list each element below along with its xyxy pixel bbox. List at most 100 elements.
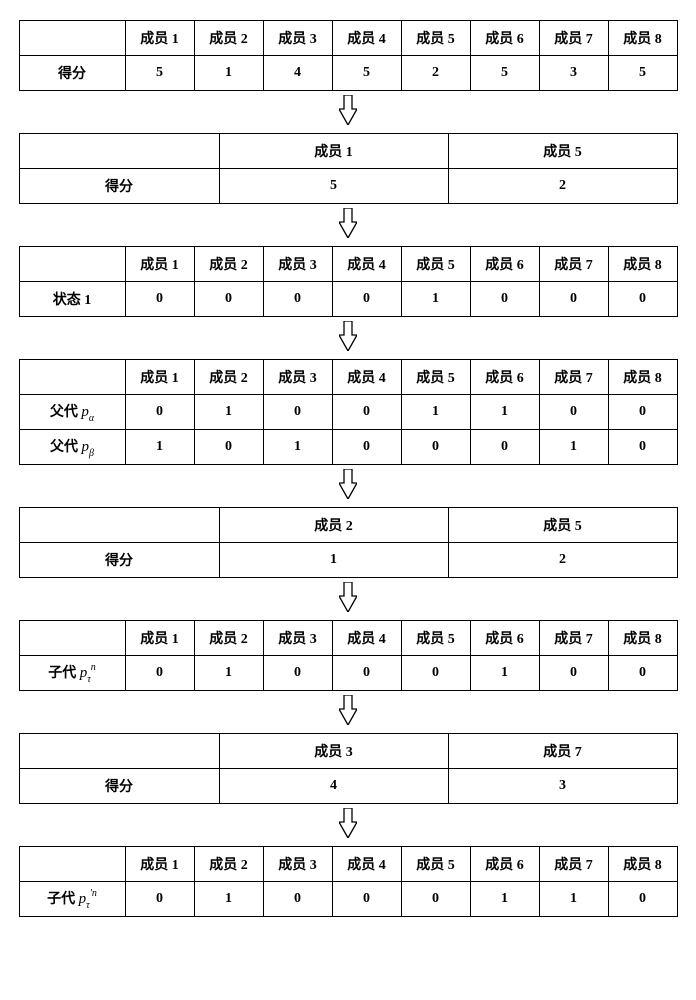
cell: 0 <box>125 882 194 917</box>
col-member-3: 成员 3 <box>263 621 332 656</box>
down-arrow-icon <box>339 95 357 125</box>
col-member-4: 成员 4 <box>332 621 401 656</box>
col-member-5: 成员 5 <box>401 621 470 656</box>
col-member-7: 成员 7 <box>448 734 677 769</box>
cell: 0 <box>332 656 401 691</box>
col-member-1: 成员 1 <box>125 247 194 282</box>
score-row: 得分 4 3 <box>19 769 677 804</box>
row-label-child-tau-n: 子代 pτn <box>19 656 125 691</box>
header-row: 成员 1 成员 2 成员 3 成员 4 成员 5 成员 6 成员 7 成员 8 <box>19 21 677 56</box>
col-member-5: 成员 5 <box>401 360 470 395</box>
col-member-2: 成员 2 <box>194 847 263 882</box>
col-member-6: 成员 6 <box>470 247 539 282</box>
flow-diagram: 成员 1 成员 2 成员 3 成员 4 成员 5 成员 6 成员 7 成员 8 … <box>0 0 696 1000</box>
col-member-1: 成员 1 <box>125 360 194 395</box>
row-label-state1: 状态 1 <box>19 282 125 317</box>
col-member-4: 成员 4 <box>332 247 401 282</box>
cell: 1 <box>219 543 448 578</box>
cell: 0 <box>401 882 470 917</box>
cell: 5 <box>332 56 401 91</box>
cell: 0 <box>263 395 332 430</box>
cell: 0 <box>401 656 470 691</box>
col-member-6: 成员 6 <box>470 621 539 656</box>
col-member-8: 成员 8 <box>608 247 677 282</box>
cell: 4 <box>263 56 332 91</box>
header-row: 成员 1 成员 2 成员 3 成员 4 成员 5 成员 6 成员 7 成员 8 <box>19 360 677 395</box>
cell: 1 <box>401 282 470 317</box>
arrow-3 <box>339 321 357 355</box>
header-row: 成员 1 成员 2 成员 3 成员 4 成员 5 成员 6 成员 7 成员 8 <box>19 621 677 656</box>
down-arrow-icon <box>339 321 357 351</box>
table-step8-child-prime: 成员 1 成员 2 成员 3 成员 4 成员 5 成员 6 成员 7 成员 8 … <box>19 846 678 917</box>
cell: 0 <box>125 282 194 317</box>
col-member-8: 成员 8 <box>608 21 677 56</box>
col-member-3: 成员 3 <box>263 847 332 882</box>
cell: 5 <box>219 169 448 204</box>
cell: 0 <box>539 282 608 317</box>
cell: 0 <box>125 395 194 430</box>
col-member-7: 成员 7 <box>539 847 608 882</box>
parent-beta-row: 父代 pβ 1 0 1 0 0 0 1 0 <box>19 430 677 465</box>
cell: 0 <box>401 430 470 465</box>
row-label-score: 得分 <box>19 543 219 578</box>
cell: 2 <box>401 56 470 91</box>
cell: 5 <box>470 56 539 91</box>
col-member-8: 成员 8 <box>608 847 677 882</box>
down-arrow-icon <box>339 582 357 612</box>
cell: 1 <box>470 656 539 691</box>
parent-alpha-row: 父代 pα 0 1 0 0 1 1 0 0 <box>19 395 677 430</box>
cell: 0 <box>470 430 539 465</box>
cell: 0 <box>608 282 677 317</box>
cell: 5 <box>608 56 677 91</box>
cell: 0 <box>263 282 332 317</box>
cell: 1 <box>194 882 263 917</box>
row-label-child-tau-prime-n: 子代 pτ′n <box>19 882 125 917</box>
col-member-6: 成员 6 <box>470 847 539 882</box>
child-tau-prime-n-row: 子代 pτ′n 0 1 0 0 0 1 1 0 <box>19 882 677 917</box>
table-step1-scores: 成员 1 成员 2 成员 3 成员 4 成员 5 成员 6 成员 7 成员 8 … <box>19 20 678 91</box>
down-arrow-icon <box>339 208 357 238</box>
down-arrow-icon <box>339 695 357 725</box>
cell: 0 <box>194 282 263 317</box>
table-step3-state1: 成员 1 成员 2 成员 3 成员 4 成员 5 成员 6 成员 7 成员 8 … <box>19 246 678 317</box>
down-arrow-icon <box>339 808 357 838</box>
cell: 0 <box>332 395 401 430</box>
cell: 0 <box>608 656 677 691</box>
col-member-5: 成员 5 <box>401 247 470 282</box>
table-step6-child: 成员 1 成员 2 成员 3 成员 4 成员 5 成员 6 成员 7 成员 8 … <box>19 620 678 691</box>
cell: 0 <box>332 882 401 917</box>
row-label-score: 得分 <box>19 769 219 804</box>
col-member-2: 成员 2 <box>194 247 263 282</box>
cell: 1 <box>539 430 608 465</box>
row-label-parent-beta: 父代 pβ <box>19 430 125 465</box>
col-member-1: 成员 1 <box>125 621 194 656</box>
col-member-5: 成员 5 <box>401 21 470 56</box>
header-row: 成员 2 成员 5 <box>19 508 677 543</box>
col-member-7: 成员 7 <box>539 360 608 395</box>
header-blank <box>19 621 125 656</box>
state1-row: 状态 1 0 0 0 0 1 0 0 0 <box>19 282 677 317</box>
row-label-score: 得分 <box>19 56 125 91</box>
header-row: 成员 3 成员 7 <box>19 734 677 769</box>
col-member-8: 成员 8 <box>608 360 677 395</box>
cell: 1 <box>125 430 194 465</box>
cell: 0 <box>608 430 677 465</box>
col-member-1: 成员 1 <box>219 134 448 169</box>
arrow-5 <box>339 582 357 616</box>
cell: 3 <box>539 56 608 91</box>
header-blank <box>19 847 125 882</box>
cell: 0 <box>470 282 539 317</box>
score-row: 得分 5 1 4 5 2 5 3 5 <box>19 56 677 91</box>
header-blank <box>19 247 125 282</box>
col-member-7: 成员 7 <box>539 621 608 656</box>
table-step7-select: 成员 3 成员 7 得分 4 3 <box>19 733 678 804</box>
arrow-1 <box>339 95 357 129</box>
cell: 1 <box>539 882 608 917</box>
cell: 1 <box>470 395 539 430</box>
cell: 2 <box>448 169 677 204</box>
col-member-5: 成员 5 <box>448 508 677 543</box>
cell: 0 <box>608 395 677 430</box>
col-member-3: 成员 3 <box>263 21 332 56</box>
score-row: 得分 5 2 <box>19 169 677 204</box>
col-member-5: 成员 5 <box>448 134 677 169</box>
